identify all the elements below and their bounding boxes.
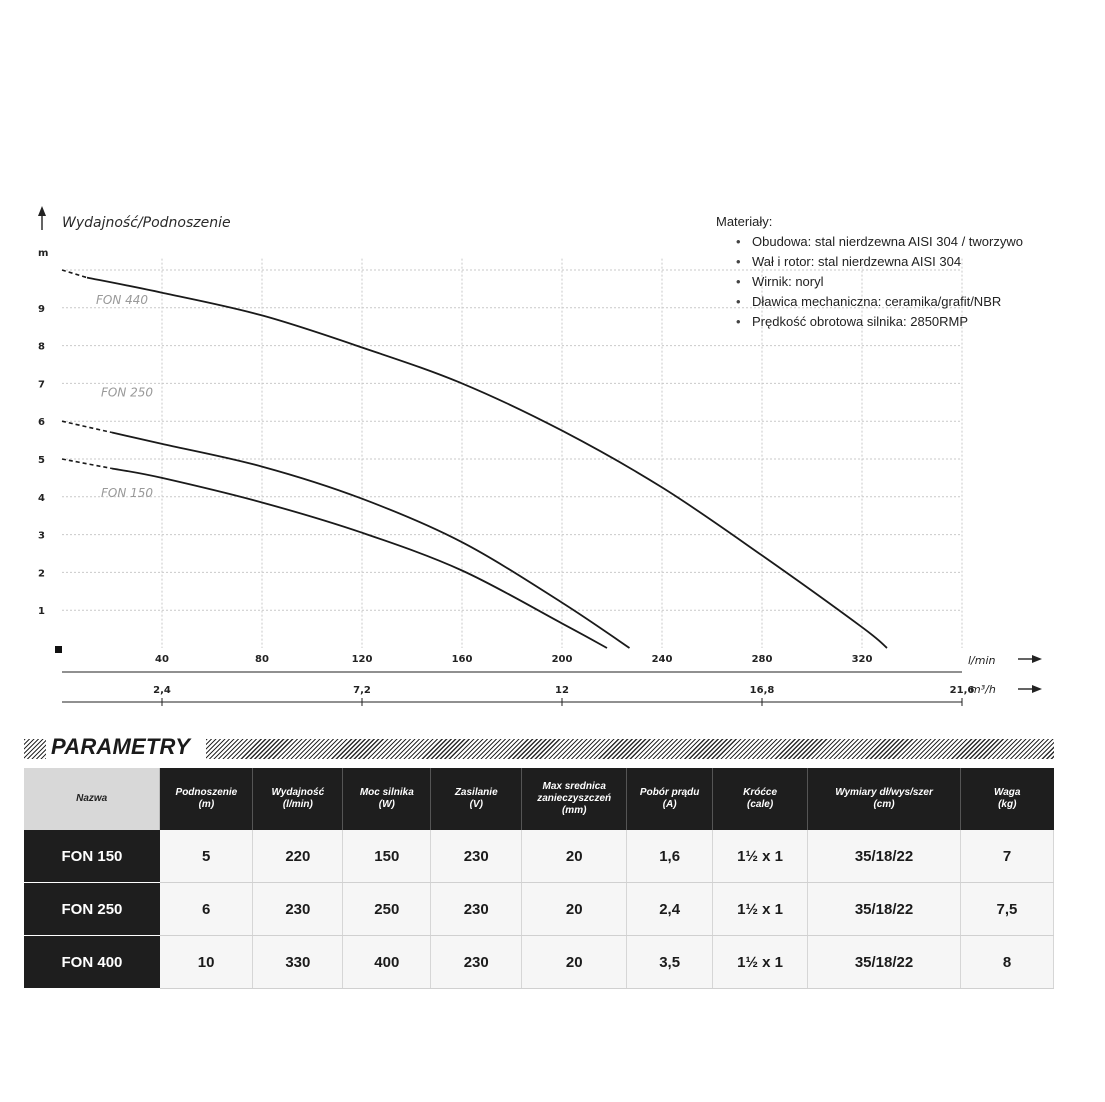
- x-tick-label: 240: [652, 654, 673, 665]
- header-power: Moc silnika (W): [342, 768, 432, 830]
- material-item: Prędkość obrotowa silnika: 2850RMP: [736, 312, 1023, 332]
- y-ticks: 1 2 3 4 5 6 7 8 9: [38, 304, 45, 617]
- row-name: FON 400: [24, 935, 160, 989]
- table-cell: 2,4: [626, 882, 714, 936]
- y-tick-label: 6: [38, 417, 45, 428]
- y-tick-label: 5: [38, 455, 45, 466]
- header-voltage: Zasilanie (V): [430, 768, 523, 830]
- table-cell: 6: [159, 882, 254, 936]
- table-header-row: Nazwa Podnoszenie (m) Wydajność (l/min) Mo…: [24, 768, 1054, 830]
- parameters-table: Nazwa Podnoszenie (m) Wydajność (l/min) Mo…: [24, 768, 1055, 989]
- table-cell: 7,5: [960, 882, 1055, 936]
- curve-label: FON 440: [96, 293, 148, 307]
- table-cell: 250: [342, 882, 432, 936]
- table-cell: 230: [430, 882, 523, 936]
- x-tick-label: 200: [552, 654, 573, 665]
- axes: Wydajność/Podnoszenie m l/min m³/h: [38, 206, 1042, 703]
- x-unit-secondary: m³/h: [970, 683, 996, 696]
- table-cell: 150: [342, 830, 432, 883]
- hatch-decoration: [24, 739, 46, 759]
- curve-line: [111, 431, 631, 649]
- material-item: Dławica mechaniczna: ceramika/grafit/NBR: [736, 292, 1023, 312]
- table-cell: 230: [430, 830, 523, 883]
- table-row: FON 400 10 330 400 230 20 3,5 1½ x 1 35/…: [24, 935, 1055, 989]
- table-cell: 20: [521, 935, 628, 989]
- table-cell: 5: [159, 830, 254, 883]
- x-tick-label: 2,4: [153, 685, 171, 696]
- x-tick-label: 120: [352, 654, 373, 665]
- x-tick-label: 21,6: [950, 685, 975, 696]
- materials-title: Materiały:: [716, 214, 773, 229]
- header-name: Nazwa: [24, 768, 161, 830]
- header-current: Pobór prądu (A): [626, 768, 714, 830]
- table-cell: 35/18/22: [807, 882, 961, 936]
- y-axis-title: Wydajność/Podnoszenie: [62, 215, 231, 231]
- x-tick-label: 320: [852, 654, 873, 665]
- table-cell: 330: [252, 935, 344, 989]
- x-tick-label: 40: [155, 654, 169, 665]
- table-cell: 7: [960, 830, 1055, 883]
- y-tick-label: 8: [38, 342, 45, 353]
- x-tick-label: 280: [752, 654, 773, 665]
- y-tick-label: 3: [38, 531, 45, 542]
- table-cell: 35/18/22: [807, 830, 961, 883]
- hatch-decoration: [206, 739, 1054, 759]
- y-tick-label: 2: [38, 568, 45, 579]
- row-name: FON 150: [24, 830, 160, 883]
- material-item: Wał i rotor: stal nierdzewna AISI 304: [736, 252, 1023, 272]
- arrow-right-icon: [1032, 655, 1042, 663]
- material-item: Obudowa: stal nierdzewna AISI 304 / twor…: [736, 232, 1023, 252]
- curve-dashed-start: [61, 269, 88, 279]
- table-row: FON 250 6 230 250 230 20 2,4 1½ x 1 35/1…: [24, 882, 1055, 936]
- table-cell: 8: [960, 935, 1055, 989]
- table-cell: 230: [430, 935, 523, 989]
- curve-line: [86, 276, 888, 649]
- x-tick-label: 16,8: [750, 685, 775, 696]
- table-cell: 3,5: [626, 935, 714, 989]
- grid: [62, 258, 963, 648]
- y-tick-label: 4: [38, 493, 45, 504]
- row-name: FON 250: [24, 882, 160, 936]
- header-flow: Wydajność (l/min): [252, 768, 344, 830]
- x-tick-label: 7,2: [353, 685, 371, 696]
- y-tick-label: 1: [38, 606, 45, 617]
- table-cell: 220: [252, 830, 344, 883]
- table-cell: 1,6: [626, 830, 714, 883]
- section-title: PARAMETRY: [51, 734, 191, 759]
- material-item: Wirnik: noryl: [736, 272, 1023, 292]
- curve-dashed-start: [61, 420, 113, 434]
- table-row: FON 150 5 220 150 230 20 1,6 1½ x 1 35/1…: [24, 830, 1055, 883]
- pump-performance-chart: Wydajność/Podnoszenie m l/min m³/h 12345…: [38, 206, 1042, 706]
- y-tick-label: 9: [38, 304, 45, 315]
- parameters-header: PARAMETRY: [24, 734, 1054, 764]
- y-unit: m: [38, 248, 48, 259]
- x-unit-primary: l/min: [968, 654, 996, 667]
- table-cell: 1½ x 1: [712, 935, 809, 989]
- x-tick-label: 160: [452, 654, 473, 665]
- curve-label: FON 150: [101, 486, 153, 500]
- x-tick-label: 12: [555, 685, 569, 696]
- table-cell: 20: [521, 882, 628, 936]
- y-tick-label: 7: [38, 379, 45, 390]
- x-tick-label: 80: [255, 654, 269, 665]
- header-dimensions: Wymiary dł/wys/szer (cm): [807, 768, 961, 830]
- header-connectors: Króćce (cale): [712, 768, 809, 830]
- curve-label: FON 250: [101, 386, 153, 400]
- curve-dashed-start: [61, 458, 113, 470]
- header-lift: Podnoszenie (m): [159, 768, 254, 830]
- table-cell: 400: [342, 935, 432, 989]
- curve-line: [111, 467, 608, 649]
- header-weight: Waga (kg): [960, 768, 1054, 830]
- curves: FON 440 FON 250 FON 150: [61, 269, 888, 649]
- table-cell: 10: [159, 935, 254, 989]
- table-cell: 1½ x 1: [712, 882, 809, 936]
- x-ticks: 40 80 120 160 200 240 280 320 2,4 7,2 12 16,8 21,6: [153, 654, 974, 706]
- table-cell: 20: [521, 830, 628, 883]
- arrow-right-icon: [1032, 685, 1042, 693]
- materials-list: Materiały: Obudowa: stal nierdzewna AISI…: [716, 212, 1023, 332]
- header-max-particle: Max srednica zanieczyszczeń (mm): [521, 768, 628, 830]
- table-cell: 230: [252, 882, 344, 936]
- table-cell: 1½ x 1: [712, 830, 809, 883]
- table-cell: 35/18/22: [807, 935, 961, 989]
